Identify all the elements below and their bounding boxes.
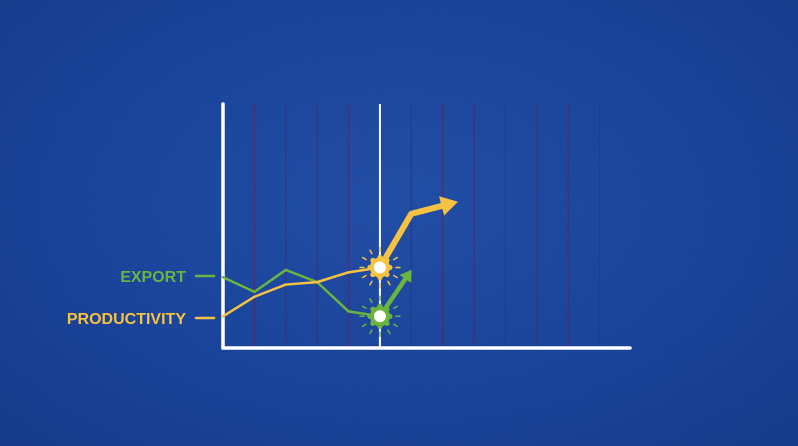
data-point-export (253, 290, 256, 294)
gear-ray-export (387, 298, 391, 304)
gear-center-productivity (373, 261, 386, 274)
gear-ray-productivity (393, 274, 398, 279)
data-point-export (284, 268, 288, 272)
gear-ray-export (393, 323, 398, 328)
gear-ray-export (393, 305, 398, 310)
data-point-productivity (347, 271, 350, 274)
series-label-export: EXPORT (120, 269, 186, 286)
gear-ray-export (361, 323, 367, 328)
label-layer: EXPORT PRODUCTIVITY (67, 269, 186, 328)
gear-ray-productivity (369, 249, 373, 255)
gear-ray-export (361, 305, 367, 310)
series-line-productivity (222, 266, 381, 318)
arrowhead-productivity (439, 196, 459, 216)
series-layer (194, 196, 459, 338)
gear-ray-export (369, 298, 373, 304)
gear-ray-export (387, 329, 391, 335)
gear-ray-productivity (369, 280, 373, 286)
gear-ray-export (369, 329, 373, 335)
gear-ray-productivity (387, 249, 391, 255)
gear-ray-productivity (361, 274, 367, 279)
data-point-productivity (315, 280, 319, 284)
data-point-productivity (253, 295, 256, 299)
data-point-productivity (284, 283, 288, 286)
data-point-productivity (221, 314, 225, 318)
gear-ray-productivity (387, 280, 391, 286)
gear-ray-productivity (393, 256, 398, 261)
data-point-export (347, 310, 350, 313)
series-label-productivity: PRODUCTIVITY (67, 311, 186, 328)
data-point-export (221, 275, 225, 279)
gear-ray-productivity (361, 256, 367, 261)
gear-center-export (373, 310, 386, 323)
arrowhead-export (399, 269, 412, 283)
series-line-export (222, 268, 381, 318)
